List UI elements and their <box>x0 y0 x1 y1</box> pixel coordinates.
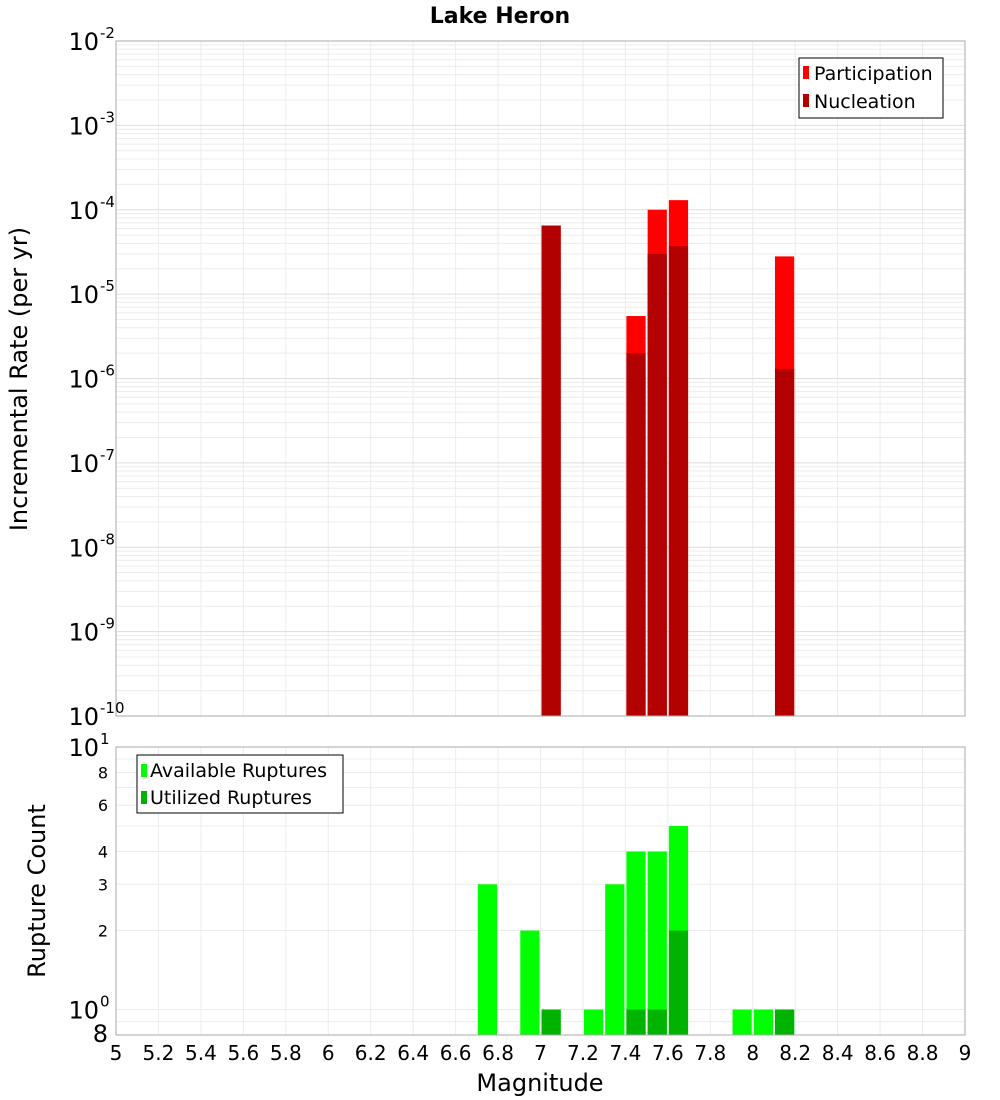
legend-label-utilized: Utilized Ruptures <box>150 787 312 809</box>
bar-utilized-ruptures <box>647 1009 667 1035</box>
bar-nucleation <box>541 225 561 716</box>
bar-nucleation <box>626 353 646 716</box>
x-axis-label: Magnitude <box>476 1069 603 1097</box>
count-legend-box <box>136 754 344 814</box>
y-tick-label: 10 <box>68 734 99 762</box>
magnitude-x-ticks: 5 5.2 5.4 5.6 5.8 6 6.2 6.4 6.6 6.8 7 7.2 7.4 7.6 7.8 8… <box>110 1041 972 1065</box>
y-tick-exponent: -9 <box>100 615 115 633</box>
rate-bars <box>541 200 795 716</box>
bar-available-ruptures <box>605 884 625 1035</box>
legend-swatch-available <box>141 764 147 777</box>
bar-nucleation <box>774 368 795 716</box>
y-tick-label: 10 <box>68 112 99 140</box>
legend-label-participation: Participation <box>814 63 933 85</box>
bar-available-ruptures <box>520 930 540 1035</box>
y-tick-exponent: -8 <box>100 530 115 548</box>
y-tick-label: 10 <box>68 450 99 478</box>
y-tick-label: 10 <box>68 366 99 394</box>
y-tick-label: 3 <box>98 875 108 894</box>
x-tick-label: 7.2 <box>567 1041 599 1065</box>
y-tick-label: 10 <box>68 28 99 56</box>
y-tick-label: 10 <box>68 997 99 1025</box>
x-tick-label: 6 <box>322 1041 335 1065</box>
rate-y-ticks: 10-210-310-410-510-610-710-810-910-10 <box>68 24 124 731</box>
rate-y-axis-label: Incremental Rate (per yr) <box>5 227 33 531</box>
rate-plot: 10-210-310-410-510-610-710-810-910-10 In… <box>5 24 966 731</box>
x-tick-label: 5.6 <box>227 1041 259 1065</box>
count-bars <box>477 826 795 1035</box>
bar-available-ruptures <box>477 884 498 1035</box>
bar-nucleation <box>647 253 667 716</box>
y-tick-exponent: -10 <box>100 699 125 717</box>
x-tick-label: 5.2 <box>143 1041 175 1065</box>
y-tick-label: 4 <box>98 842 108 861</box>
y-tick-exponent: -6 <box>100 362 115 380</box>
bar-available-ruptures <box>647 851 667 1035</box>
y-tick-exponent: -3 <box>100 108 115 126</box>
bar-available-ruptures <box>732 1009 752 1035</box>
x-tick-label: 6.6 <box>440 1041 472 1065</box>
bar-available-ruptures <box>626 851 646 1035</box>
x-tick-label: 8.4 <box>822 1041 854 1065</box>
x-tick-label: 5 <box>110 1041 123 1065</box>
x-tick-label: 7 <box>534 1041 547 1065</box>
x-tick-label: 7.6 <box>652 1041 684 1065</box>
legend-swatch-utilized <box>141 791 147 804</box>
rate-legend: Participation Nucleation <box>798 57 944 119</box>
bar-utilized-ruptures <box>541 1009 561 1035</box>
x-tick-label: 8.8 <box>907 1041 939 1065</box>
bar-nucleation <box>668 246 689 716</box>
bar-utilized-ruptures <box>626 1009 646 1035</box>
y-tick-label: 10 <box>68 703 99 731</box>
x-tick-label: 8.6 <box>864 1041 896 1065</box>
legend-label-available: Available Ruptures <box>150 760 327 782</box>
x-tick-label: 6.2 <box>355 1041 387 1065</box>
bar-available-ruptures <box>583 1009 604 1035</box>
x-tick-label: 5.8 <box>270 1041 302 1065</box>
bar-utilized-ruptures <box>774 1009 795 1035</box>
x-tick-label: 7.8 <box>694 1041 726 1065</box>
bar-available-ruptures <box>753 1009 773 1035</box>
y-tick-exponent: -7 <box>100 446 115 464</box>
bar-utilized-ruptures <box>668 930 689 1035</box>
legend-swatch-participation <box>803 66 809 79</box>
y-tick-exponent: 0 <box>100 993 110 1011</box>
legend-swatch-nucleation <box>803 94 809 107</box>
y-tick-exponent: -5 <box>100 277 115 295</box>
rate-grid <box>115 41 966 717</box>
x-tick-label: 7.4 <box>609 1041 641 1065</box>
rate-plot-frame <box>115 40 966 717</box>
x-tick-label: 8 <box>746 1041 759 1065</box>
x-tick-label: 5.4 <box>185 1041 217 1065</box>
x-tick-label: 6.8 <box>482 1041 514 1065</box>
y-tick-label: 2 <box>98 922 108 941</box>
y-tick-exponent: -4 <box>100 193 115 211</box>
count-plot-frame <box>115 746 966 1036</box>
y-tick-exponent: 1 <box>100 730 110 748</box>
count-legend: Available Ruptures Utilized Ruptures <box>136 754 344 814</box>
y-tick-label: 10 <box>68 281 99 309</box>
x-tick-label: 9 <box>959 1041 972 1065</box>
x-tick-label: 8.2 <box>779 1041 811 1065</box>
count-y-axis-label: Rupture Count <box>23 804 51 978</box>
y-tick-exponent: -2 <box>100 24 115 42</box>
x-tick-label: 6.4 <box>397 1041 429 1065</box>
y-tick-label: 8 <box>93 1020 108 1048</box>
rate-legend-box <box>798 57 944 119</box>
y-tick-label: 8 <box>98 763 108 782</box>
legend-label-nucleation: Nucleation <box>814 91 916 113</box>
y-tick-label: 6 <box>98 796 108 815</box>
y-tick-label: 10 <box>68 197 99 225</box>
y-tick-label: 10 <box>68 534 99 562</box>
chart-title: Lake Heron <box>430 4 570 29</box>
y-tick-label: 10 <box>68 619 99 647</box>
